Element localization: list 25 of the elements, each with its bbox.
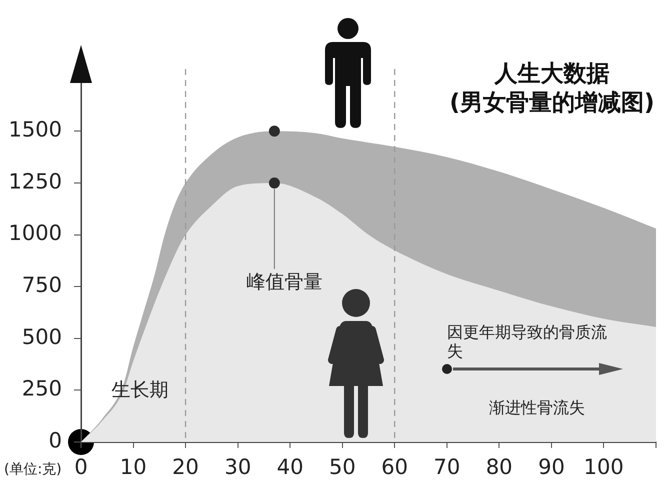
annotation: 峰值骨量 <box>246 270 322 293</box>
y-axis-title: (单位:克) <box>4 462 62 478</box>
x-tick-label: 40 <box>276 455 304 480</box>
x-tick-label: 10 <box>120 455 147 480</box>
x-tick-label: 70 <box>434 455 460 480</box>
x-tick-label: 60 <box>381 455 408 480</box>
y-tick-label: 500 <box>22 324 62 349</box>
y-tick-label: 0 <box>48 428 62 452</box>
text: (男女骨量的增减图) <box>449 90 655 116</box>
y-tick-label: 1000 <box>8 221 62 246</box>
annotation: 渐进性骨流失 <box>489 398 585 418</box>
x-tick-label: 90 <box>538 455 565 480</box>
annotation: 生长期 <box>112 378 168 401</box>
chart-title: 人生大数据 <box>494 60 610 87</box>
annotation: 因更年期导致的骨质流失 <box>446 322 607 361</box>
y-tick-label: 1500 <box>8 118 62 142</box>
x-tick-label: 100 <box>584 455 624 480</box>
y-tick-label: 250 <box>22 376 62 401</box>
y-tick-label: 1250 <box>8 169 62 194</box>
x-tick-label: 0 <box>74 455 88 480</box>
y-tick-label: 750 <box>22 273 62 298</box>
x-tick-label: 50 <box>328 455 356 480</box>
x-tick-label: 30 <box>224 455 252 480</box>
x-tick-label: 80 <box>486 455 513 480</box>
x-tick-label: 20 <box>172 455 199 480</box>
